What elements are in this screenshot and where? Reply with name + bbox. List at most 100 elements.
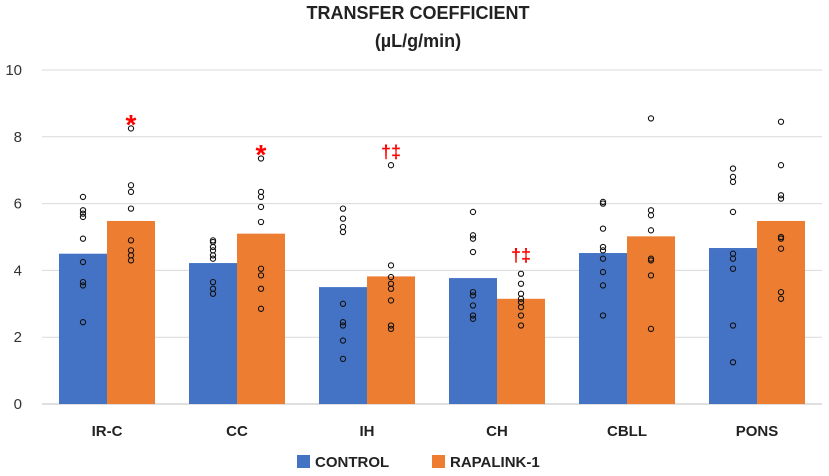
gridlines <box>42 69 822 405</box>
point-ih-control-6 <box>339 223 347 231</box>
point-ih-control-7 <box>339 215 347 222</box>
point-ch-control-7 <box>469 232 477 239</box>
bars <box>59 220 805 404</box>
y-axis-ticks: 0 2 4 6 8 10 <box>5 62 22 413</box>
annotation-cc: * <box>256 139 267 170</box>
point-ir-c-rapalink-1-5 <box>127 188 135 196</box>
point-ch-rapalink-1-3 <box>517 298 525 306</box>
bar-pons-rapalink-1 <box>757 220 805 404</box>
chart-subtitle: (µL/g/min) <box>375 31 461 51</box>
x-axis-categories: IR-C CC IH CH CBLL PONS <box>92 423 779 440</box>
point-ch-control-8 <box>469 208 477 216</box>
point-ch-control-0 <box>469 315 477 322</box>
point-ir-c-rapalink-1-3 <box>127 237 135 244</box>
point-pons-rapalink-1-4 <box>777 233 785 241</box>
point-ch-rapalink-1-5 <box>517 290 525 297</box>
point-pons-control-6 <box>729 178 737 186</box>
point-pons-rapalink-1-7 <box>777 162 785 169</box>
point-pons-rapalink-1-1 <box>777 288 785 296</box>
point-ir-c-rapalink-1-4 <box>127 205 135 212</box>
point-cc-rapalink-1-0 <box>257 305 265 312</box>
point-cbll-control-0 <box>599 312 607 319</box>
annotation-ih: †‡ <box>381 142 401 162</box>
y-tick-label-4: 4 <box>14 262 22 279</box>
point-ir-c-control-7 <box>79 207 87 214</box>
point-ch-rapalink-1-6 <box>517 280 525 287</box>
point-pons-control-8 <box>729 165 737 172</box>
bar-ih-control <box>319 287 367 404</box>
significance-annotations: * * †‡ †‡ <box>126 109 531 265</box>
point-pons-control-5 <box>729 208 737 216</box>
point-ir-c-control-0 <box>79 319 87 326</box>
point-cbll-rapalink-1-7 <box>647 115 655 122</box>
point-pons-control-4 <box>729 250 737 257</box>
x-category-label: CC <box>226 423 248 440</box>
point-ch-control-3 <box>469 292 477 299</box>
point-cbll-rapalink-1-0 <box>647 325 655 332</box>
legend-label-control: CONTROL <box>315 454 389 471</box>
point-pons-control-0 <box>729 359 737 366</box>
point-ir-c-control-8 <box>79 193 87 201</box>
point-ih-control-0 <box>339 355 347 363</box>
bar-ir-c-control <box>59 253 107 404</box>
point-ih-control-2 <box>339 322 347 329</box>
point-ir-c-rapalink-1-7 <box>127 125 135 132</box>
point-cbll-rapalink-1-5 <box>647 212 655 219</box>
point-cc-rapalink-1-6 <box>257 193 265 201</box>
point-ch-rapalink-1-1 <box>517 312 525 319</box>
point-ir-c-control-2 <box>79 278 87 286</box>
point-ch-rapalink-1-0 <box>517 322 525 329</box>
bar-pons-control <box>709 248 757 404</box>
chart-title: TRANSFER COEFFICIENT <box>307 3 530 23</box>
point-ch-rapalink-1-7 <box>517 270 525 277</box>
bar-ih-rapalink-1 <box>367 276 415 404</box>
point-cc-control-2 <box>209 278 217 286</box>
point-ir-c-control-4 <box>79 235 87 242</box>
bar-ch-control <box>449 278 497 404</box>
x-category-label: IH <box>360 423 375 440</box>
legend: CONTROL RAPALINK-1 <box>297 454 540 471</box>
point-cbll-control-3 <box>599 255 607 262</box>
point-cc-control-1 <box>209 285 217 292</box>
point-cc-rapalink-1-1 <box>257 285 265 292</box>
point-cbll-rapalink-1-6 <box>647 207 655 214</box>
bar-cbll-rapalink-1 <box>627 236 675 404</box>
point-cc-control-6 <box>209 243 217 251</box>
y-tick-label-2: 2 <box>14 329 22 346</box>
point-pons-rapalink-1-8 <box>777 118 785 125</box>
point-pons-rapalink-1-6 <box>777 192 785 199</box>
legend-swatch-control <box>297 455 310 468</box>
y-tick-label-0: 0 <box>14 396 22 413</box>
point-ch-control-2 <box>469 302 477 309</box>
point-cbll-control-1 <box>599 282 607 289</box>
annotation-ir-c: * <box>126 109 137 140</box>
x-category-label: CBLL <box>607 423 647 440</box>
point-ih-control-8 <box>339 205 347 212</box>
point-ir-c-control-5 <box>79 213 87 221</box>
annotation-ch: †‡ <box>511 245 531 265</box>
point-ih-rapalink-1-6 <box>387 262 395 269</box>
point-ih-rapalink-1-1 <box>387 322 395 329</box>
bar-ch-rapalink-1 <box>497 298 545 404</box>
point-ih-rapalink-1-4 <box>387 280 395 287</box>
x-category-label: IR-C <box>92 423 123 440</box>
point-pons-rapalink-1-0 <box>777 295 785 302</box>
point-cbll-control-8 <box>599 198 607 206</box>
point-ih-rapalink-1-0 <box>387 325 395 332</box>
point-ih-rapalink-1-2 <box>387 297 395 304</box>
point-cc-control-3 <box>209 255 217 262</box>
point-cc-rapalink-1-4 <box>257 218 265 226</box>
point-cc-control-4 <box>209 252 217 259</box>
bar-cbll-control <box>579 253 627 404</box>
point-ir-c-control-6 <box>79 210 87 217</box>
point-pons-rapalink-1-5 <box>777 195 785 202</box>
y-tick-label-10: 10 <box>5 62 22 79</box>
point-cc-rapalink-1-2 <box>257 272 265 279</box>
point-ir-c-control-3 <box>79 258 87 266</box>
point-pons-control-1 <box>729 322 737 329</box>
point-ih-control-3 <box>339 319 347 326</box>
legend-label-rapalink-1: RAPALINK-1 <box>450 454 540 471</box>
point-ch-control-6 <box>469 235 477 242</box>
point-pons-rapalink-1-2 <box>777 245 785 252</box>
